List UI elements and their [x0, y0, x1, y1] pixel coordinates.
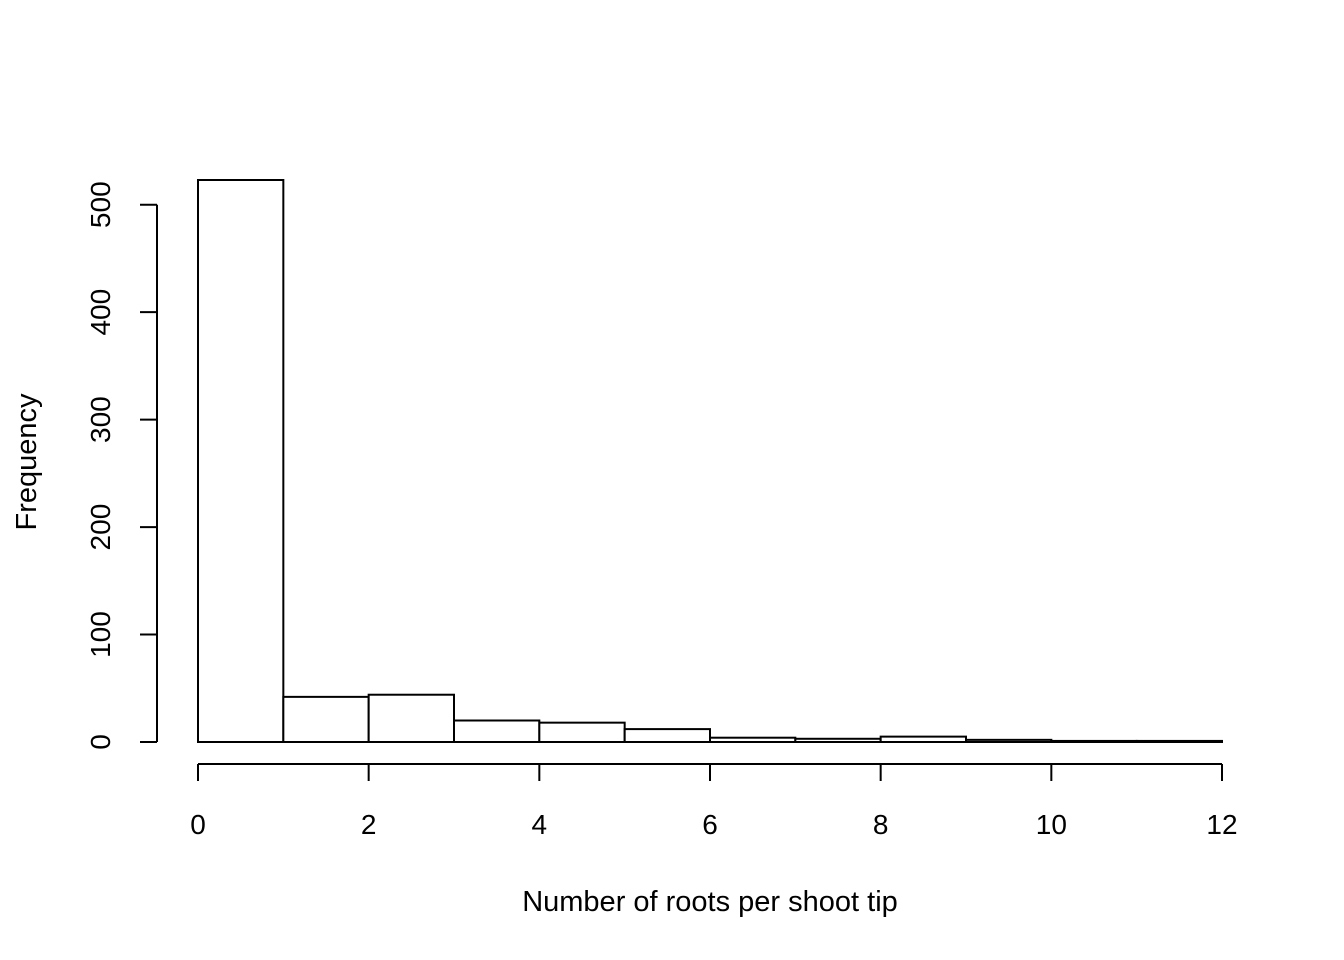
- y-axis-title: Frequency: [11, 393, 43, 531]
- x-tick-label: 10: [1036, 809, 1067, 840]
- histogram-bar-2: [367, 693, 455, 744]
- histogram-bar-0: [197, 179, 285, 743]
- histogram-bar-1: [282, 695, 370, 743]
- histogram-bar-3: [453, 719, 541, 744]
- x-tick-label: 0: [190, 809, 206, 840]
- y-tick-label: 500: [85, 181, 116, 228]
- histogram-bars: [197, 179, 1223, 744]
- x-tick-label: 6: [702, 809, 718, 840]
- y-tick-label: 200: [85, 504, 116, 551]
- histogram-bar-10: [1050, 739, 1138, 743]
- y-tick-label: 400: [85, 289, 116, 336]
- y-tick-label: 100: [85, 611, 116, 658]
- x-tick-label: 8: [873, 809, 889, 840]
- x-tick-label: 12: [1206, 809, 1237, 840]
- y-tick-label: 300: [85, 396, 116, 443]
- histogram-bar-8: [879, 735, 968, 743]
- histogram-bar-5: [623, 728, 712, 744]
- x-axis-title: Number of roots per shoot tip: [522, 886, 898, 918]
- histogram-bar-11: [1135, 739, 1223, 743]
- y-tick-label: 0: [85, 734, 116, 750]
- x-axis: 0 2 4 6 8 10 12: [190, 763, 1238, 840]
- histogram-bar-9: [965, 738, 1053, 743]
- y-axis: 0 100 200 300 400 500: [85, 181, 158, 750]
- histogram-bar-4: [538, 721, 626, 743]
- x-tick-label: 2: [361, 809, 377, 840]
- histogram-bar-6: [709, 736, 797, 744]
- histogram-bar-7: [794, 737, 882, 744]
- x-tick-label: 4: [532, 809, 548, 840]
